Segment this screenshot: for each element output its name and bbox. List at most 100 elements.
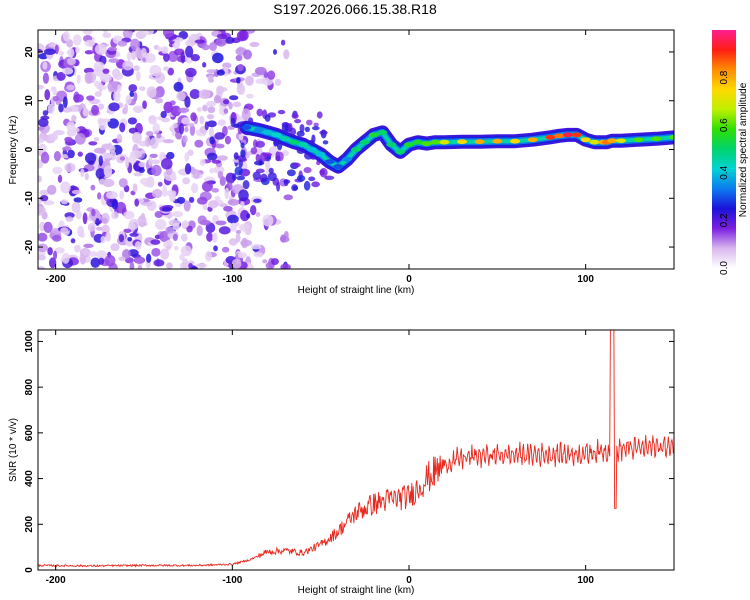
noise-blob [184, 163, 192, 175]
noise-blob [64, 136, 73, 143]
noise-blob [165, 239, 172, 246]
x-tick-label: 0 [406, 274, 412, 285]
noise-blob [74, 244, 81, 253]
noise-blob [84, 152, 97, 164]
noise-blob [155, 97, 164, 104]
noise-blob [71, 202, 81, 213]
noise-blob [102, 32, 112, 38]
noise-blob [107, 81, 120, 92]
ridge-point [607, 138, 618, 144]
noise-blob [255, 211, 261, 217]
noise-blob [215, 220, 227, 226]
noise-blob [123, 228, 132, 233]
noise-blob [67, 149, 75, 159]
noise-blob [153, 259, 165, 267]
noise-blob [280, 263, 291, 269]
noise-blob [94, 43, 107, 55]
noise-blob [38, 266, 45, 269]
noise-blob [194, 39, 206, 44]
noise-blob [43, 221, 53, 233]
noise-blob [236, 30, 247, 42]
noise-blob [95, 218, 100, 226]
noise-blob [208, 200, 219, 209]
noise-blob [118, 178, 128, 188]
noise-blob [86, 95, 95, 101]
noise-blob [262, 259, 268, 264]
noise-blob [184, 152, 190, 162]
noise-blob [84, 71, 93, 84]
noise-blob [116, 133, 123, 144]
noise-blob [209, 136, 215, 145]
ridge-point [492, 138, 503, 144]
noise-blob [162, 30, 175, 38]
noise-blob [119, 156, 126, 161]
colorbar-gradient [712, 30, 736, 268]
noise-blob [188, 122, 195, 127]
noise-blob [232, 101, 242, 108]
noise-blob [132, 105, 144, 114]
ridge-point [474, 139, 485, 145]
noise-blob [174, 245, 179, 251]
noise-blob [47, 247, 53, 256]
figure-title: S197.2026.066.15.38.R18 [273, 1, 437, 17]
noise-blob [129, 261, 135, 269]
snr-y-ticks: 0 200 400 600 800 1000 [24, 330, 674, 573]
noise-blob [137, 264, 143, 269]
noise-blob [308, 176, 316, 182]
noise-blob [132, 183, 138, 193]
noise-blob [224, 187, 230, 200]
noise-blob [240, 200, 245, 208]
noise-blob [182, 135, 188, 144]
noise-blob [98, 257, 105, 265]
noise-blob [47, 103, 55, 114]
ridge-point [271, 132, 282, 138]
noise-blob [294, 119, 302, 124]
noise-blob [42, 61, 48, 70]
noise-blob [240, 149, 246, 158]
noise-blob [296, 175, 306, 182]
x-tick-label: 100 [577, 274, 594, 285]
noise-blob [292, 185, 299, 191]
ridge-point [457, 139, 467, 145]
y-tick-label: 0 [24, 567, 35, 573]
noise-blob [103, 30, 108, 34]
noise-blob [241, 237, 249, 249]
noise-blob [38, 143, 47, 152]
noise-blob [221, 246, 230, 253]
noise-blob [38, 175, 42, 183]
snr-x-ticks: -200 -100 0 100 [46, 330, 594, 586]
x-tick-label: 0 [406, 575, 412, 586]
noise-blob [207, 106, 216, 114]
noise-blob [90, 184, 96, 191]
noise-blob [254, 66, 267, 76]
noise-blob [184, 96, 191, 108]
y-tick-label: 0 [24, 146, 35, 152]
noise-blob [280, 39, 286, 46]
noise-blob [304, 126, 310, 133]
noise-blob [38, 52, 49, 60]
noise-blob [209, 167, 215, 174]
noise-blob [84, 172, 89, 181]
noise-blob [157, 181, 163, 187]
noise-blob [216, 33, 228, 39]
noise-blob [127, 236, 133, 242]
noise-blob [173, 81, 184, 92]
noise-blob [98, 155, 103, 167]
noise-blob [223, 66, 229, 77]
noise-blob [205, 251, 213, 262]
noise-blob [276, 181, 281, 192]
noise-blob [108, 58, 120, 63]
noise-blob [280, 234, 287, 243]
noise-blob [42, 72, 50, 84]
noise-blob [217, 155, 228, 161]
noise-blob [134, 241, 142, 250]
noise-blob [151, 188, 163, 199]
noise-blob [80, 168, 85, 178]
noise-blob [215, 38, 227, 47]
ridge-point [669, 134, 674, 140]
ridge-point [554, 133, 565, 139]
noise-blob [232, 173, 237, 181]
noise-blob [93, 61, 105, 70]
noise-blob [76, 74, 81, 85]
noise-blob [191, 266, 199, 269]
